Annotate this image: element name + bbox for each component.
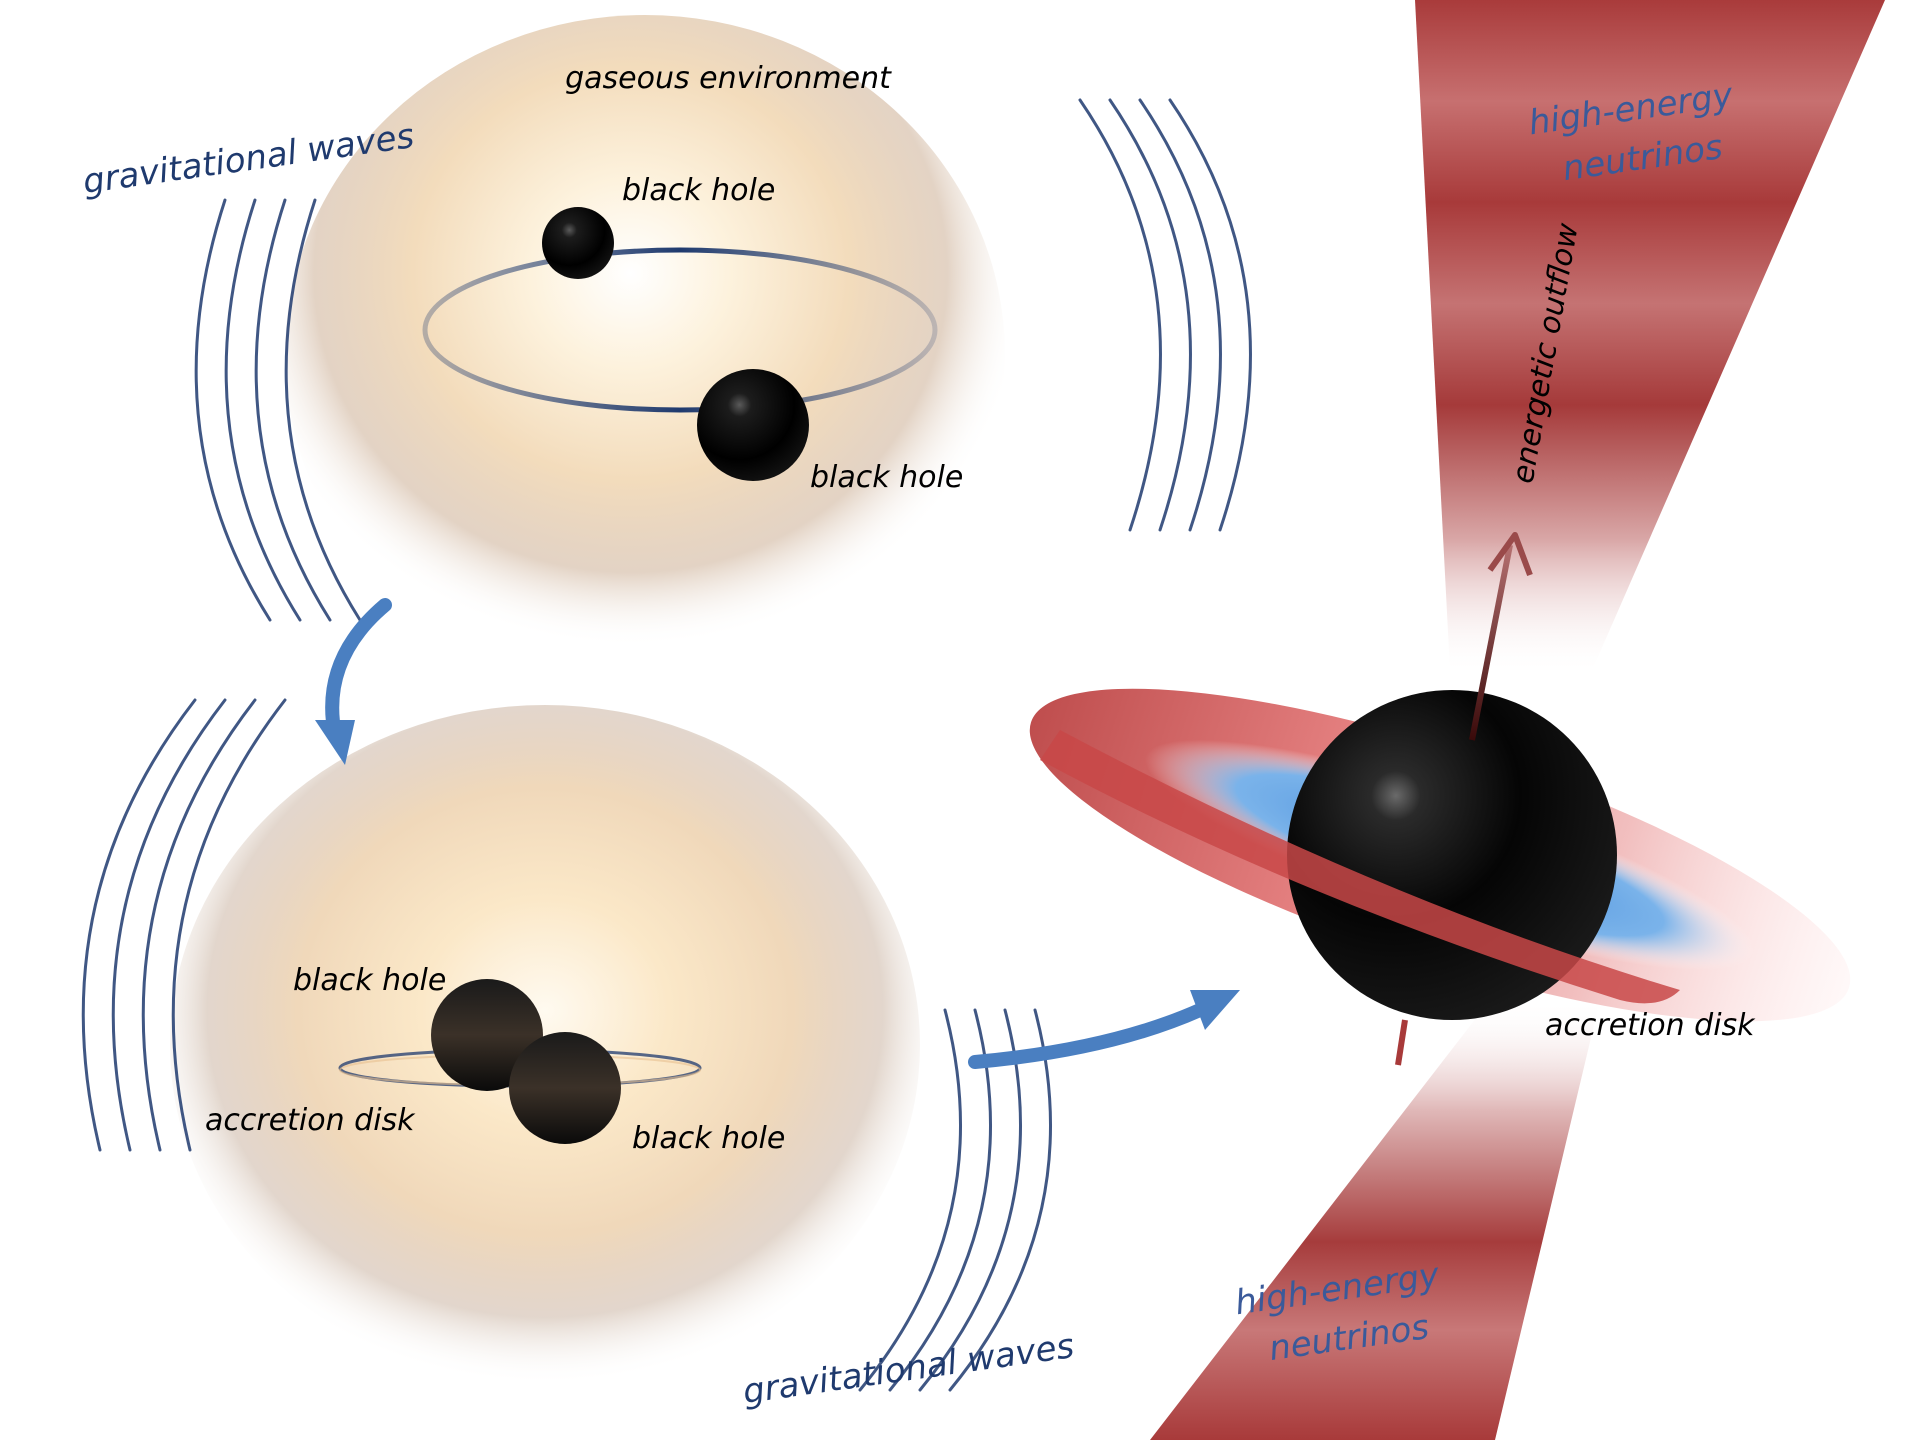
gas-cloud-top (285, 15, 1005, 695)
gravitational-waves-top-left (194, 198, 362, 622)
label-black-hole-top-2: black hole (810, 460, 963, 495)
black-hole-bottom-2 (509, 1032, 621, 1144)
black-hole-large-top (697, 369, 809, 481)
jet-cone-bottom (1150, 1000, 1600, 1440)
label-black-hole-top-1: black hole (622, 173, 775, 208)
jet-cone-top (1415, 0, 1885, 675)
flow-arrow-right (968, 990, 1240, 1069)
label-black-hole-bottom-1: black hole (293, 963, 446, 998)
label-accretion-disk-left: accretion disk (205, 1103, 416, 1138)
energetic-outflow-arrow (1395, 532, 1533, 1066)
label-gravitational-waves-bottom: gravitational waves (740, 1326, 1076, 1412)
flow-arrow-down (315, 598, 392, 765)
label-black-hole-bottom-2: black hole (632, 1121, 785, 1156)
label-gaseous-environment: gaseous environment (565, 61, 892, 96)
gravitational-waves-top-right (1078, 98, 1252, 532)
accretion-disk-front-band (1040, 730, 1680, 1004)
remnant-black-hole (1287, 690, 1617, 1020)
label-accretion-disk-right: accretion disk (1545, 1008, 1756, 1043)
orbit-path-top (422, 247, 938, 413)
gravitational-waves-bottom-left (81, 698, 287, 1152)
black-hole-small-top (542, 207, 614, 279)
